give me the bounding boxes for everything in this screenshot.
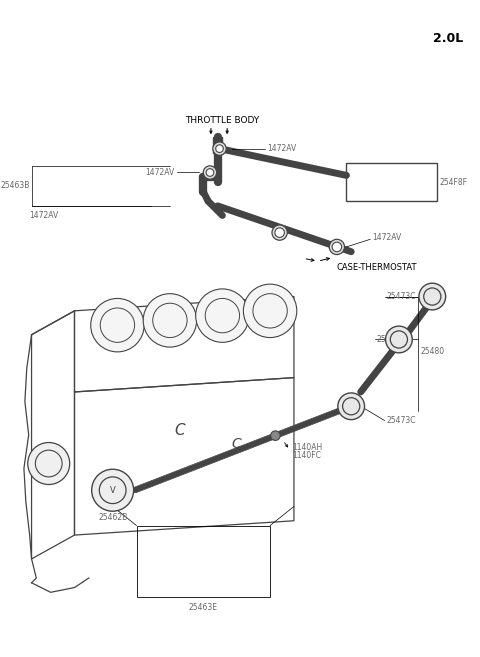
Text: 1472AV: 1472AV: [372, 233, 401, 242]
Circle shape: [338, 393, 364, 420]
Text: 25472: 25472: [377, 335, 401, 344]
Circle shape: [91, 298, 144, 352]
Text: 254F8F: 254F8F: [440, 177, 468, 187]
Text: 25463B: 25463B: [0, 181, 30, 191]
Text: V: V: [110, 486, 116, 495]
Text: 25462B: 25462B: [98, 513, 127, 522]
Circle shape: [196, 289, 249, 342]
Circle shape: [385, 326, 412, 353]
Text: 2.0L: 2.0L: [432, 32, 463, 45]
Bar: [347, 163, 437, 201]
Text: 25463E: 25463E: [189, 603, 218, 612]
Circle shape: [204, 166, 216, 179]
Circle shape: [275, 228, 285, 237]
Text: 1140AH: 1140AH: [293, 443, 323, 451]
Text: THROTTLE BODY: THROTTLE BODY: [185, 116, 260, 125]
Circle shape: [243, 284, 297, 338]
Circle shape: [329, 239, 345, 254]
Circle shape: [332, 242, 342, 252]
Text: CASE-THERMOSTAT: CASE-THERMOSTAT: [337, 263, 418, 272]
Text: 25473C: 25473C: [386, 292, 416, 301]
Circle shape: [28, 443, 70, 484]
Circle shape: [272, 225, 287, 240]
Text: 1472AV: 1472AV: [30, 211, 59, 219]
Text: C: C: [174, 422, 185, 438]
Circle shape: [92, 469, 133, 511]
Text: 25480: 25480: [421, 347, 445, 356]
Text: 1140FC: 1140FC: [293, 451, 322, 460]
Circle shape: [271, 431, 280, 440]
Circle shape: [213, 142, 226, 155]
Circle shape: [206, 169, 214, 176]
Text: C: C: [232, 438, 241, 451]
Circle shape: [143, 294, 197, 347]
Text: 1472AV: 1472AV: [145, 168, 175, 177]
Text: 25473C: 25473C: [386, 416, 416, 425]
Circle shape: [216, 145, 223, 152]
Bar: [136, 526, 270, 597]
Circle shape: [419, 283, 445, 310]
Text: 1472AV: 1472AV: [267, 144, 297, 153]
